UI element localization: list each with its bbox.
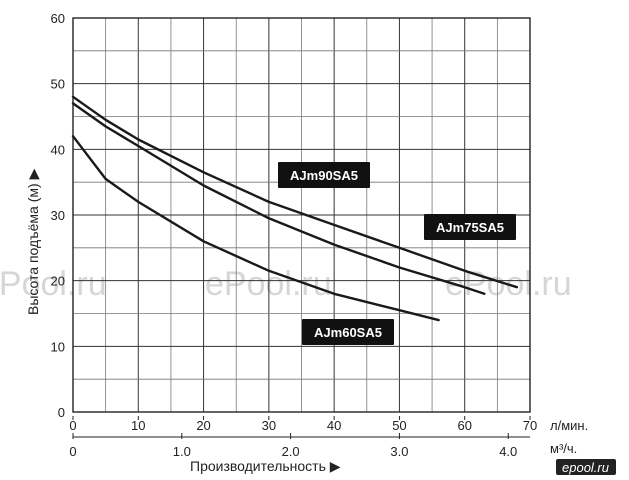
x2-tick-label: 2.0 xyxy=(282,444,300,459)
y-tick-label: 60 xyxy=(51,11,65,26)
x-tick-label: 20 xyxy=(196,418,210,433)
y-tick-label: 40 xyxy=(51,142,65,157)
x-tick-label: 40 xyxy=(327,418,341,433)
y-tick-label: 50 xyxy=(51,77,65,92)
series-line xyxy=(71,135,440,322)
x2-unit: м³/ч. xyxy=(550,441,577,456)
x2-tick-label: 4.0 xyxy=(499,444,517,459)
x-tick-label: 30 xyxy=(262,418,276,433)
series-line xyxy=(71,102,486,295)
x-unit: л/мин. xyxy=(550,418,588,433)
series-lines xyxy=(71,95,519,322)
site-logo-text: epool.ru xyxy=(562,460,609,475)
x-axis-title: Производительность ▶ xyxy=(190,458,341,474)
series-label-box xyxy=(278,162,370,188)
x-tick-label: 60 xyxy=(457,418,471,433)
series-label-box xyxy=(424,214,516,240)
x-tick-label: 70 xyxy=(523,418,537,433)
watermark-text: ePool.ru xyxy=(0,265,107,303)
y-axis-title: Высота подъёма (м) ▶ xyxy=(25,168,41,315)
y-tick-label: 0 xyxy=(58,405,65,420)
series-line xyxy=(71,95,519,289)
x-tick-label: 0 xyxy=(69,418,76,433)
series-label-box xyxy=(302,319,394,345)
site-logo-background xyxy=(556,459,616,475)
y-tick-label: 10 xyxy=(51,339,65,354)
plot-frame xyxy=(72,17,531,413)
x2-tick-label: 3.0 xyxy=(390,444,408,459)
x-tick-label: 10 xyxy=(131,418,145,433)
axes: 0 10 20 30 40 50 60 0 10 20 30 40 50 60 70 0 1.0 2.0 3.0 4.… xyxy=(51,11,538,459)
x2-tick-label: 0 xyxy=(69,444,76,459)
x2-tick-label: 1.0 xyxy=(173,444,191,459)
series-label-text: AJm60SA5 xyxy=(314,325,382,340)
y-tick-label: 20 xyxy=(51,274,65,289)
series-labels: AJm90SA5 AJm75SA5 AJm60SA5 xyxy=(278,162,516,345)
series-label-text: AJm90SA5 xyxy=(290,168,358,183)
x-tick-label: 50 xyxy=(392,418,406,433)
site-logo: epool.ru xyxy=(556,459,616,475)
y-tick-label: 30 xyxy=(51,208,65,223)
series-label-text: AJm75SA5 xyxy=(436,220,504,235)
